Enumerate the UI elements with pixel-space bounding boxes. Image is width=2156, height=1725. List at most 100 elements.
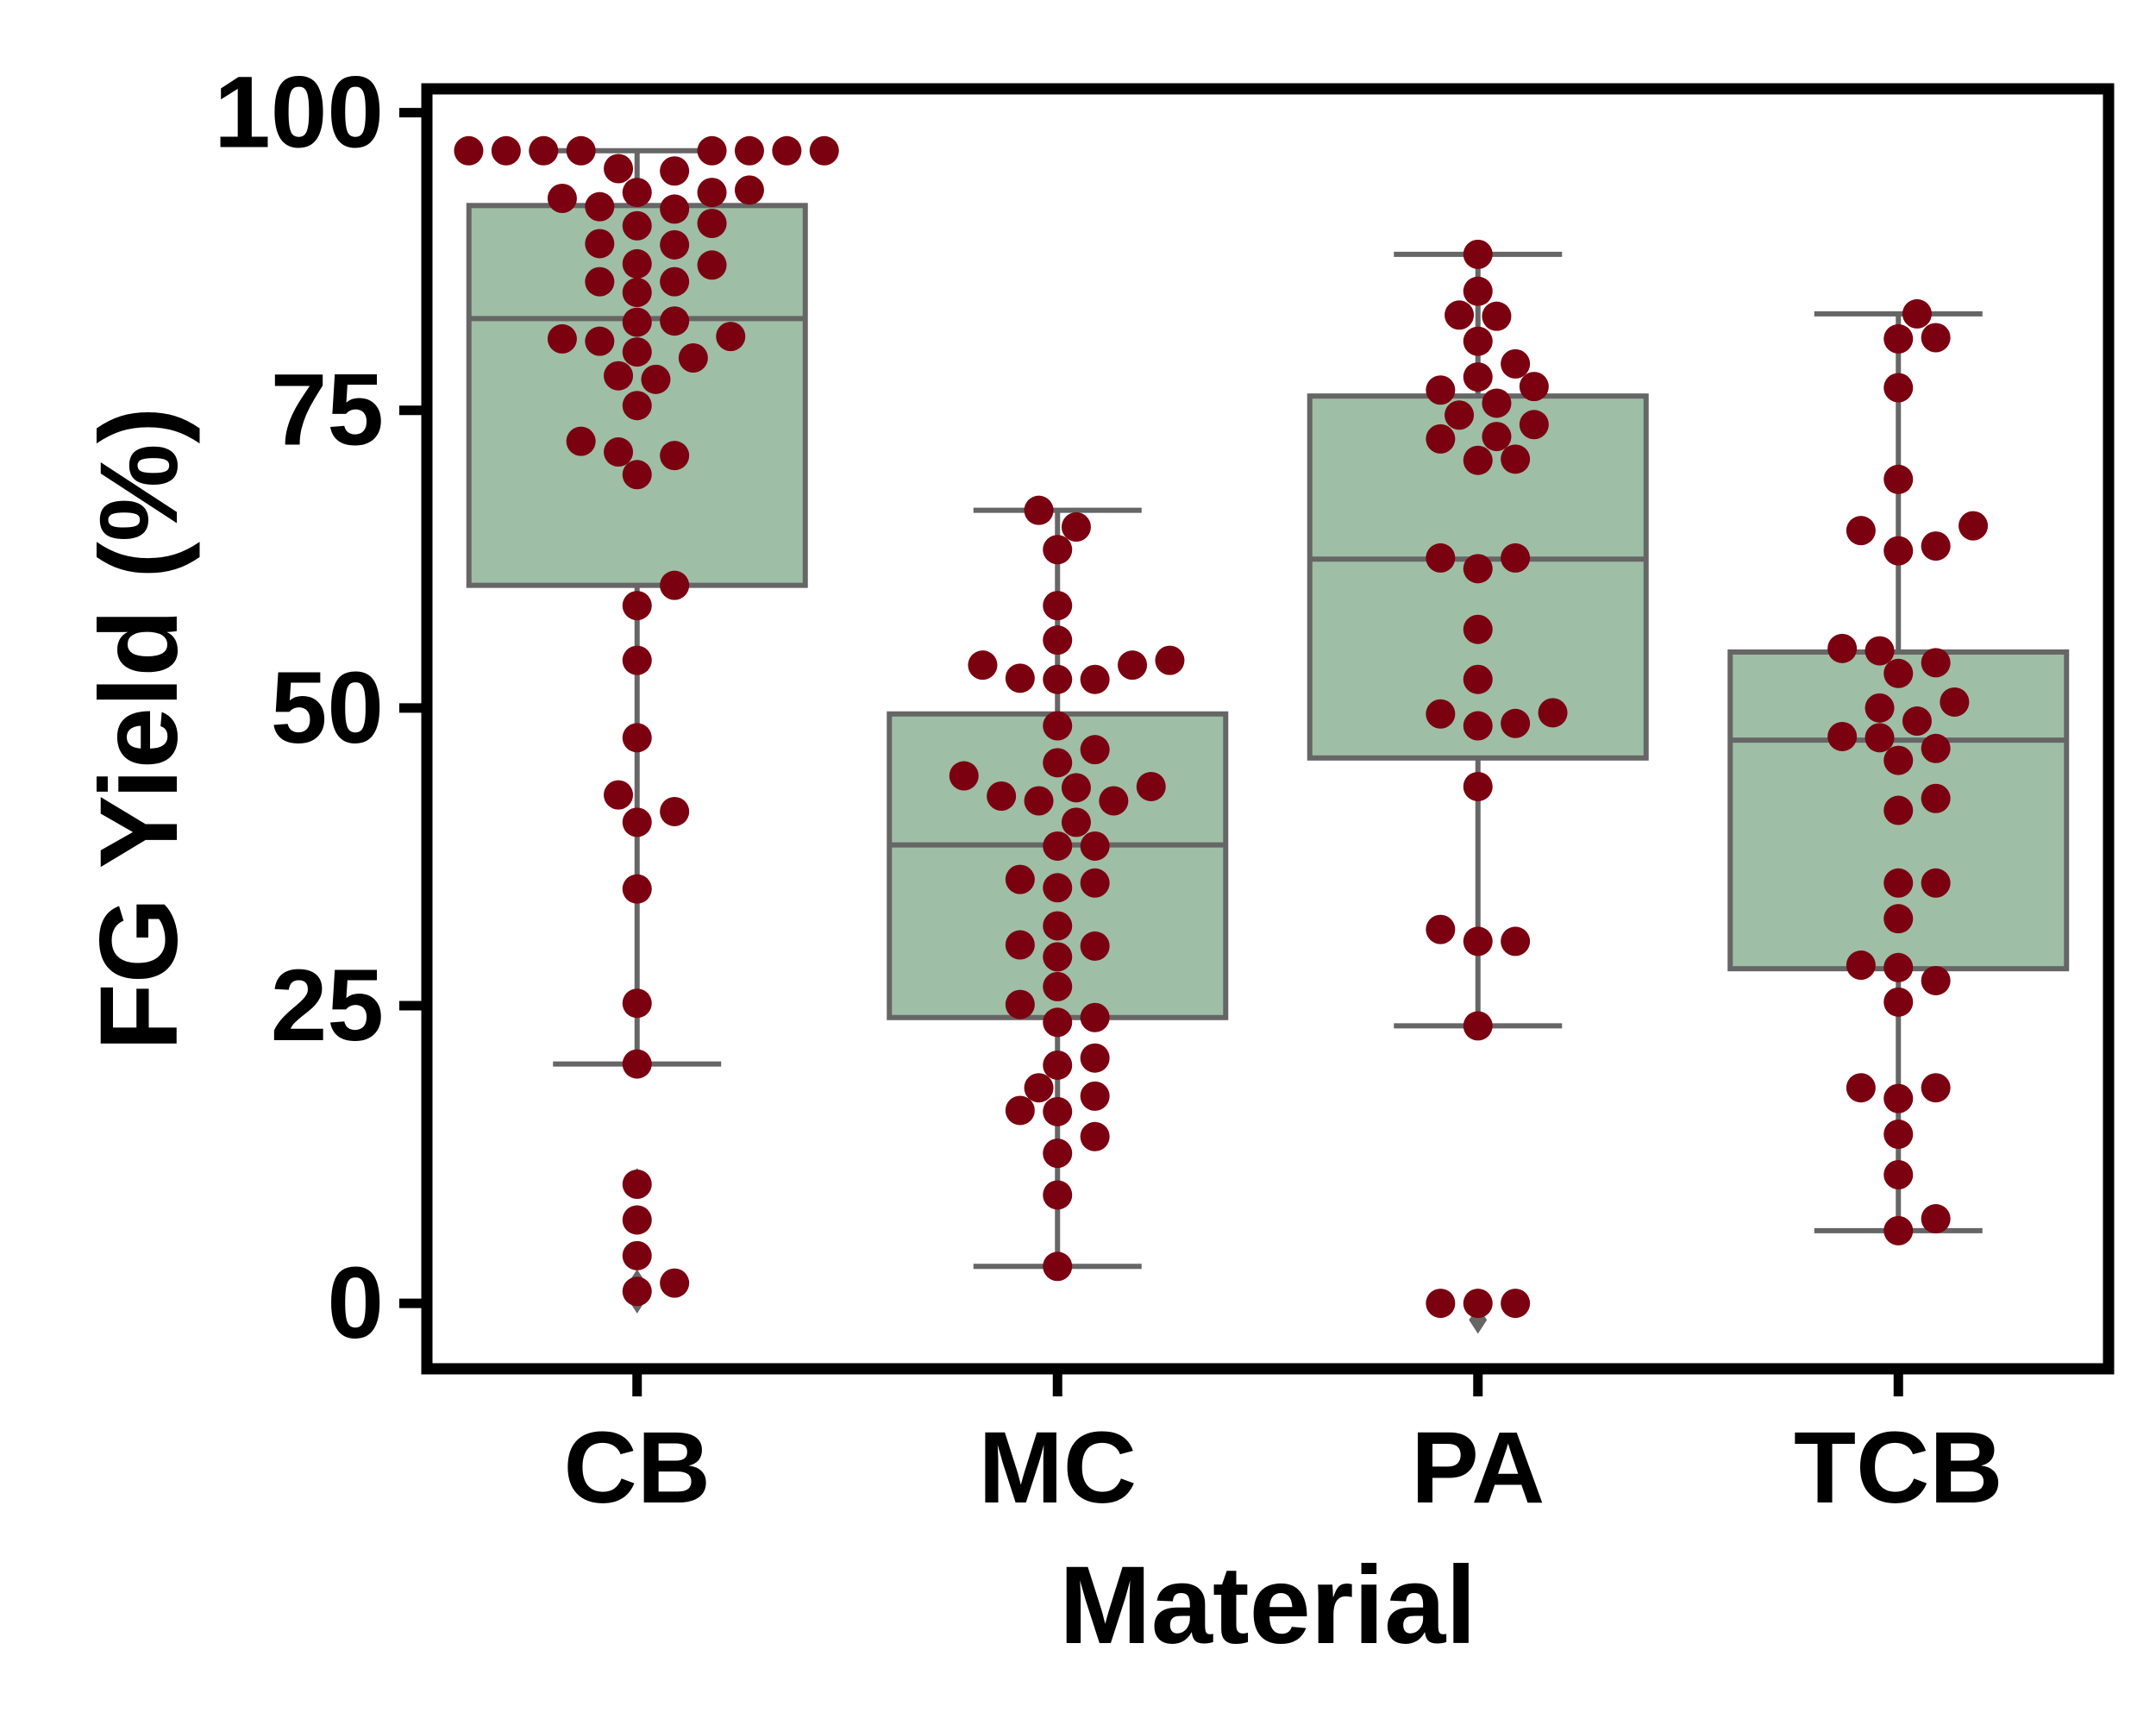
data-point	[1426, 699, 1456, 729]
data-point	[1061, 807, 1091, 837]
data-point	[622, 1205, 652, 1235]
data-point	[1482, 422, 1512, 452]
data-point	[660, 1268, 690, 1298]
data-point	[1463, 445, 1493, 475]
data-point	[622, 278, 652, 308]
data-point	[697, 250, 727, 280]
data-point	[1043, 971, 1073, 1001]
data-point	[1482, 388, 1512, 418]
data-point	[1846, 1073, 1876, 1103]
swarm-points-layer	[454, 135, 1989, 1319]
data-point	[1043, 1251, 1073, 1282]
data-point	[1426, 375, 1456, 405]
data-point	[1883, 536, 1914, 566]
data-point	[1043, 873, 1073, 903]
data-point	[716, 322, 746, 352]
data-point	[622, 988, 652, 1019]
data-point	[1827, 721, 1858, 751]
data-point	[1463, 1011, 1493, 1041]
data-point	[1921, 1073, 1951, 1103]
boxes-layer	[466, 147, 2070, 1334]
data-point	[697, 208, 727, 238]
data-point	[622, 645, 652, 675]
data-point	[529, 135, 559, 166]
data-point	[1043, 1096, 1073, 1126]
data-point	[1538, 698, 1568, 728]
data-point	[1043, 711, 1073, 741]
data-point	[1043, 1007, 1073, 1038]
data-point	[1463, 362, 1493, 392]
data-point	[660, 570, 690, 600]
data-point	[1883, 795, 1914, 825]
data-point	[660, 796, 690, 826]
data-point	[604, 437, 634, 467]
data-point	[566, 135, 596, 166]
data-point	[1865, 693, 1895, 723]
data-point	[585, 326, 615, 356]
data-point	[772, 135, 802, 166]
data-point	[1043, 591, 1073, 621]
data-point	[1024, 495, 1054, 525]
data-point	[1463, 711, 1493, 741]
data-point	[660, 194, 690, 224]
data-point	[1005, 663, 1035, 693]
data-point	[1846, 516, 1876, 546]
data-point	[622, 723, 652, 753]
data-point	[1445, 400, 1475, 430]
data-point	[1463, 1289, 1493, 1319]
data-point	[1005, 989, 1035, 1019]
data-point	[1883, 464, 1914, 494]
data-point	[1080, 1081, 1110, 1111]
data-point	[1501, 348, 1531, 379]
data-point	[1043, 664, 1073, 694]
data-point	[604, 154, 634, 184]
data-point	[968, 650, 998, 681]
data-point	[1463, 614, 1493, 644]
data-point	[1043, 1050, 1073, 1080]
data-point	[1921, 733, 1951, 763]
data-point	[566, 426, 596, 456]
data-point	[1024, 786, 1054, 816]
data-point	[1921, 1204, 1951, 1234]
y-tick-label: 50	[271, 651, 384, 765]
data-point	[1883, 987, 1914, 1017]
y-tick-label: 0	[327, 1246, 384, 1360]
data-point	[1883, 1083, 1914, 1113]
data-point	[734, 175, 764, 205]
data-point	[1043, 748, 1073, 778]
data-point	[987, 781, 1017, 811]
y-tick-label: 100	[214, 56, 384, 170]
data-point	[1463, 926, 1493, 957]
data-point	[622, 591, 652, 621]
data-point	[622, 178, 652, 208]
data-point	[1519, 372, 1549, 402]
data-point	[660, 441, 690, 471]
data-point	[1426, 1289, 1456, 1319]
data-point	[585, 229, 615, 259]
data-point	[1883, 952, 1914, 982]
data-point	[1426, 543, 1456, 573]
data-point	[1099, 786, 1129, 816]
data-point	[1921, 965, 1951, 995]
data-point	[1043, 625, 1073, 656]
data-point	[1883, 1159, 1914, 1189]
data-point	[1061, 773, 1091, 803]
data-point	[1883, 904, 1914, 934]
data-point	[1883, 868, 1914, 898]
data-point	[1080, 931, 1110, 961]
data-point	[1921, 531, 1951, 561]
data-point	[1846, 950, 1876, 981]
x-tick-label: TCB	[1794, 1411, 2003, 1525]
data-point	[660, 306, 690, 336]
x-tick-label: PA	[1411, 1411, 1545, 1525]
data-point	[1883, 323, 1914, 354]
data-point	[1005, 930, 1035, 960]
data-point	[1061, 512, 1091, 543]
data-point	[1463, 771, 1493, 801]
data-point	[1463, 239, 1493, 269]
data-point	[1463, 554, 1493, 584]
data-point	[1883, 745, 1914, 775]
data-point	[697, 178, 727, 208]
data-point	[1043, 1138, 1073, 1169]
plot-frame	[421, 83, 2115, 1375]
